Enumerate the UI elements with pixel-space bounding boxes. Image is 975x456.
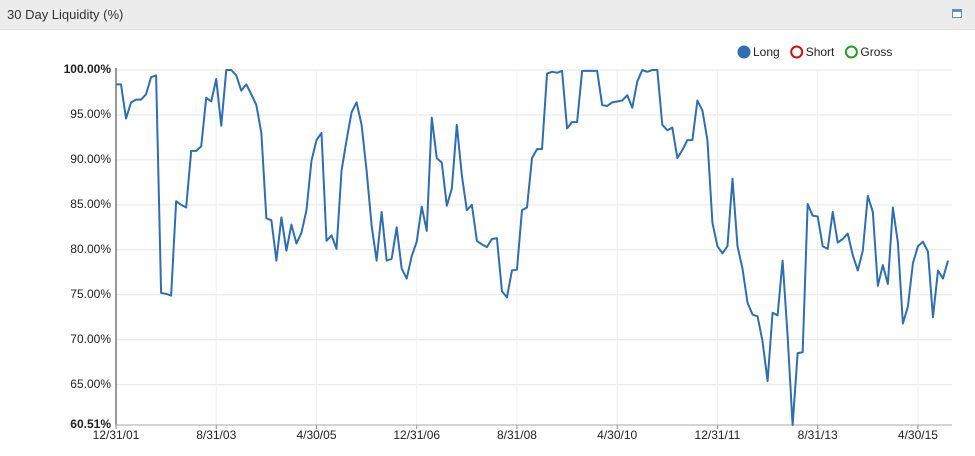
y-tick-label: 60.51% — [70, 417, 111, 431]
legend-label: Gross — [860, 45, 892, 59]
legend-marker — [737, 45, 751, 59]
legend-marker — [844, 45, 858, 59]
data-line — [116, 69, 949, 426]
x-tick-label: 8/31/08 — [497, 428, 537, 442]
x-tick-label: 12/31/01 — [93, 428, 140, 442]
x-tick-label: 12/31/06 — [393, 428, 440, 442]
x-tick-label: 4/30/15 — [898, 428, 938, 442]
y-tick-label: 85.00% — [70, 197, 111, 211]
legend-marker — [790, 45, 804, 59]
legend-label: Short — [806, 45, 835, 59]
x-tick-label: 4/30/10 — [597, 428, 637, 442]
y-tick-label: 90.00% — [70, 152, 111, 166]
y-tick-label: 100.00% — [64, 62, 112, 76]
panel-title: 30 Day Liquidity (%) — [7, 7, 124, 22]
y-tick-label: 75.00% — [70, 287, 111, 301]
panel-header: 30 Day Liquidity (%) — [0, 0, 975, 30]
x-tick-label: 8/31/13 — [798, 428, 838, 442]
y-tick-label: 65.00% — [70, 377, 111, 391]
x-tick-label: 8/31/03 — [196, 428, 236, 442]
x-tick-label: 12/31/11 — [695, 428, 741, 442]
legend-label: Long — [753, 45, 780, 59]
x-tick-label: 4/30/05 — [296, 428, 336, 442]
legend: Long Short Gross — [737, 45, 892, 59]
maximize-button[interactable] — [952, 9, 962, 18]
y-tick-label: 80.00% — [70, 242, 111, 256]
y-tick-label: 95.00% — [70, 107, 111, 121]
chart: 60.51% 65.00% 70.00% 75.00% 80.00% 85.00% 90.0… — [64, 45, 952, 442]
y-tick-label: 70.00% — [70, 332, 111, 346]
